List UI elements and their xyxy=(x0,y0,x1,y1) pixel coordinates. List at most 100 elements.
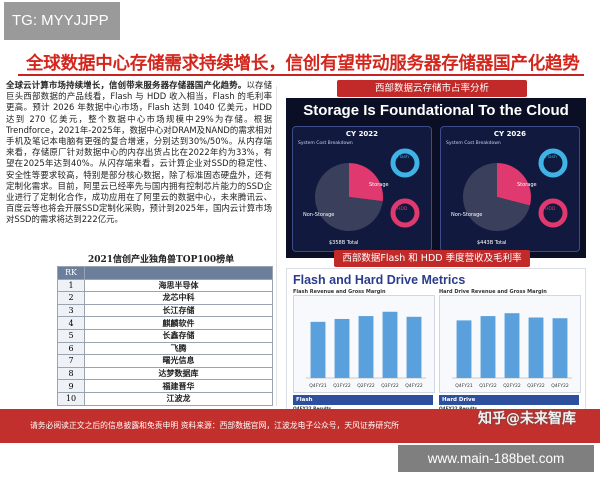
cy2022-hdd-note: HDD xyxy=(397,207,408,212)
company-name: 曙光信息 xyxy=(84,354,273,368)
cy2022-pie xyxy=(315,148,420,231)
cy2022-panel: CY 2022 System Cost Breakdown Storage No… xyxy=(292,126,432,252)
table-row: 8 达梦数据库 xyxy=(57,366,273,381)
company-name: 飞腾 xyxy=(84,341,273,356)
company-name: 龙芯中科 xyxy=(84,291,273,305)
company-name: 江波龙 xyxy=(84,391,273,406)
rank-number: 5 xyxy=(57,328,85,343)
ranking-header-rk: RK xyxy=(57,266,85,280)
flash-bar xyxy=(358,316,374,378)
cy2022-total: $358B Total xyxy=(329,240,359,246)
cy2026-pie-slice-non-storage xyxy=(463,163,530,231)
cy2026-pie-slice-storage xyxy=(497,163,531,206)
storage-cloud-slide: Storage Is Foundational To the Cloud CY … xyxy=(286,98,586,258)
company-name: 福建晋华 xyxy=(84,379,273,393)
rank-number: 1 xyxy=(57,278,85,293)
cy2026-caption: System Cost Breakdown xyxy=(446,141,501,146)
hdd-bar xyxy=(456,320,472,378)
table-row: 9 福建晋华 xyxy=(57,379,273,393)
cy2022-pie-slice-storage xyxy=(349,163,383,202)
flash-tick-label: Q4FY21 xyxy=(309,383,327,389)
table-row: 10 江波龙 xyxy=(57,391,273,406)
table-row: 1 海思半导体 xyxy=(57,278,273,293)
body-lead: 全球云计算市场持续增长，信创带来服务器存储器国产化趋势。 xyxy=(6,80,247,90)
hdd-tick-label: Q4FY21 xyxy=(455,383,473,389)
ranking-title: 2021信创产业独角兽TOP100榜单 xyxy=(88,255,235,265)
flash-band: Flash xyxy=(293,395,433,405)
table-row: 5 长鑫存储 xyxy=(57,328,273,343)
company-name: 达梦数据库 xyxy=(84,366,273,381)
cy2026-panel: CY 2026 System Cost Breakdown Storage No… xyxy=(440,126,580,252)
rank-number: 3 xyxy=(57,303,85,318)
flash-bar xyxy=(334,318,350,378)
cy2026-flash-donut xyxy=(538,148,568,178)
cy2026-nonstorage-label: Non-Storage xyxy=(451,212,483,218)
flash-bar xyxy=(382,311,398,378)
cy2026-pie xyxy=(463,148,568,231)
cy2026-storage-label: Storage xyxy=(517,182,537,188)
cy2022-flash-donut xyxy=(390,148,420,178)
company-name: 长江存储 xyxy=(84,303,273,318)
flash-bar xyxy=(406,316,422,378)
ranking-table: RK 1 海思半导体 2 龙芯中科 3 长江存储 4 麒麟软件 5 长鑫存储 6 飞腾 7 曙光信息 8 达梦… xyxy=(57,266,273,406)
flash-bar-chart: Q4FY21 Q1FY22 Q2FY22 Q3FY22 Q4FY22 xyxy=(293,295,435,393)
url-watermark: www.main-188bet.com xyxy=(398,445,594,472)
body-text: 以存储巨头西部数据的产品线看，Flash 与 HDD 收入相当，Flash 的毛… xyxy=(6,80,273,225)
cy2022-pie-slice-non-storage xyxy=(315,163,383,231)
hdd-bar xyxy=(504,313,520,378)
flash-tick-label: Q3FY22 xyxy=(381,383,399,389)
flash-tick-label: Q1FY22 xyxy=(333,383,351,389)
ranking-header-name xyxy=(84,266,273,280)
hdd-bar xyxy=(528,317,544,378)
cy2022-flash-note: Flash xyxy=(397,155,409,160)
watermark-tag: TG: MYYJJPP xyxy=(4,2,120,40)
company-name: 麒麟软件 xyxy=(84,316,273,330)
cy2022-hdd-donut xyxy=(390,198,420,228)
table-row: 7 曙光信息 xyxy=(57,354,273,368)
hdd-tick-label: Q1FY22 xyxy=(479,383,497,389)
column-separator xyxy=(276,86,277,406)
rank-number: 7 xyxy=(57,354,85,368)
rank-number: 8 xyxy=(57,366,85,381)
rank-number: 9 xyxy=(57,379,85,393)
company-name: 海思半导体 xyxy=(84,278,273,293)
panel1-tag: 西部数据云存储市占率分析 xyxy=(337,80,527,97)
hdd-bar-chart: Q4FY21 Q1FY22 Q2FY22 Q3FY22 Q4FY22 xyxy=(439,295,581,393)
table-row: 4 麒麟软件 xyxy=(57,316,273,330)
cy2026-flash-note: Flash xyxy=(545,155,557,160)
flash-tick-label: Q2FY22 xyxy=(357,383,375,389)
hdd-tick-label: Q4FY22 xyxy=(551,383,569,389)
slide1-title: Storage Is Foundational To the Cloud xyxy=(303,102,569,119)
hdd-bar xyxy=(480,316,496,378)
rank-number: 10 xyxy=(57,391,85,406)
cy2026-hdd-note: HDD xyxy=(545,207,556,212)
cy2022-caption: System Cost Breakdown xyxy=(298,141,353,146)
cy2026-total: $443B Total xyxy=(477,240,507,246)
hdd-tick-label: Q2FY22 xyxy=(503,383,521,389)
cy2022-nonstorage-label: Non-Storage xyxy=(303,212,335,218)
rank-number: 4 xyxy=(57,316,85,330)
cy2026-label: CY 2026 xyxy=(493,130,527,138)
slide2-title: Flash and Hard Drive Metrics xyxy=(293,273,466,287)
company-name: 长鑫存储 xyxy=(84,328,273,343)
headline-divider xyxy=(18,74,584,76)
table-row: 6 飞腾 xyxy=(57,341,273,356)
hdd-band: Hard Drive xyxy=(439,395,579,405)
hdd-bar xyxy=(552,318,568,378)
flash-chart-title: Flash Revenue and Gross Margin xyxy=(293,289,386,295)
flash-tick-label: Q4FY22 xyxy=(405,383,423,389)
table-row: 2 龙芯中科 xyxy=(57,291,273,305)
rank-number: 6 xyxy=(57,341,85,356)
cy2022-storage-label: Storage xyxy=(369,182,389,188)
panel2-tag: 西部数据Flash 和 HDD 季度营收及毛利率 xyxy=(334,250,530,267)
zhihu-watermark: 知乎@未来智库 xyxy=(478,411,576,427)
page-headline: 全球数据中心存储需求持续增长，信创有望带动服务器存储器国产化趋势 xyxy=(26,54,580,74)
cy2026-hdd-donut xyxy=(538,198,568,228)
rank-number: 2 xyxy=(57,291,85,305)
hdd-chart-title: Hard Drive Revenue and Gross Margin xyxy=(439,289,547,295)
flash-bar xyxy=(310,321,326,378)
table-row: 3 长江存储 xyxy=(57,303,273,318)
cy2022-label: CY 2022 xyxy=(345,130,379,138)
hdd-tick-label: Q3FY22 xyxy=(527,383,545,389)
disclaimer-footer: 请务必阅读正文之后的信息披露和免责申明 资料来源：西部数据官网，江波龙电子公众号… xyxy=(0,409,600,443)
